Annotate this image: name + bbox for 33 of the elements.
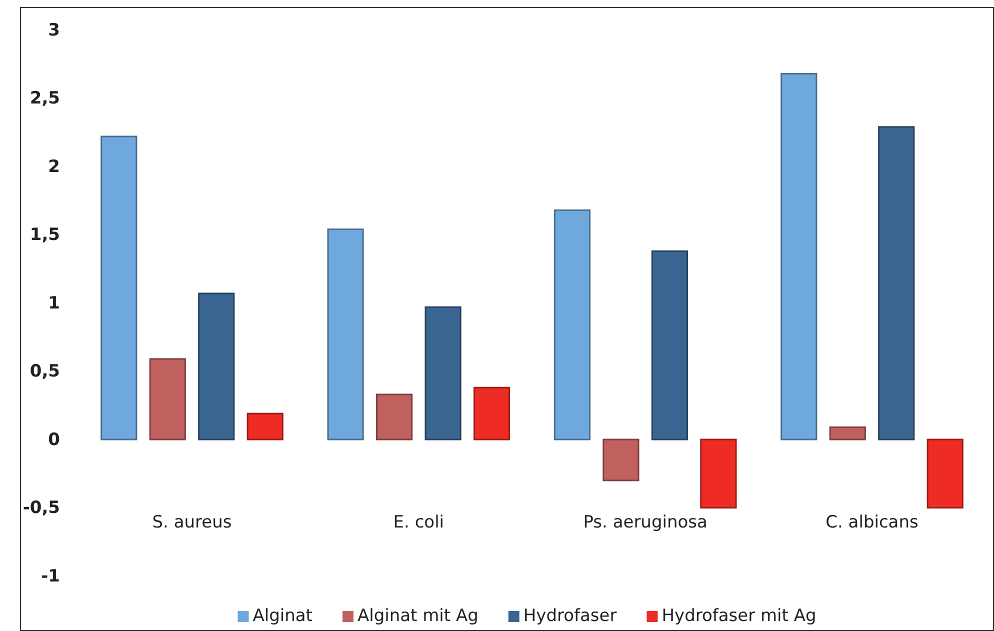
bar <box>376 394 413 440</box>
y-tick-label: 2,5 <box>30 88 60 109</box>
x-tick-label: Ps. aeruginosa <box>583 512 708 532</box>
bar <box>878 126 915 440</box>
legend-label: Hydrofaser mit Ag <box>662 606 816 626</box>
bar <box>246 412 284 440</box>
legend-label: Alginat <box>252 606 313 626</box>
x-tick-label: S. aureus <box>152 512 232 532</box>
bar <box>327 228 364 440</box>
y-tick-label: 2 <box>48 156 60 177</box>
y-tick-label: 1,5 <box>30 225 60 246</box>
bar <box>554 209 591 440</box>
y-tick-label: 3 <box>48 20 60 40</box>
bar <box>926 438 964 508</box>
bar <box>651 250 688 440</box>
bar <box>780 72 818 440</box>
x-tick-label: C. albicans <box>826 512 919 532</box>
bar <box>700 438 737 508</box>
bar <box>424 306 462 440</box>
legend-label: Alginat mit Ag <box>357 606 478 626</box>
bar <box>149 358 186 440</box>
y-tick-label: -1 <box>41 566 60 586</box>
y-tick-label: 0,5 <box>30 362 60 382</box>
y-tick-label: 0 <box>48 430 60 450</box>
legend-label: Hydrofaser <box>523 606 617 626</box>
x-tick-label: E. coli <box>393 512 444 532</box>
bar <box>473 386 510 440</box>
y-tick-label: -0,5 <box>22 498 60 518</box>
bar <box>198 292 235 440</box>
y-tick-label: 1 <box>48 293 60 314</box>
bar <box>100 136 138 440</box>
bar <box>829 426 866 440</box>
bar <box>602 438 640 482</box>
